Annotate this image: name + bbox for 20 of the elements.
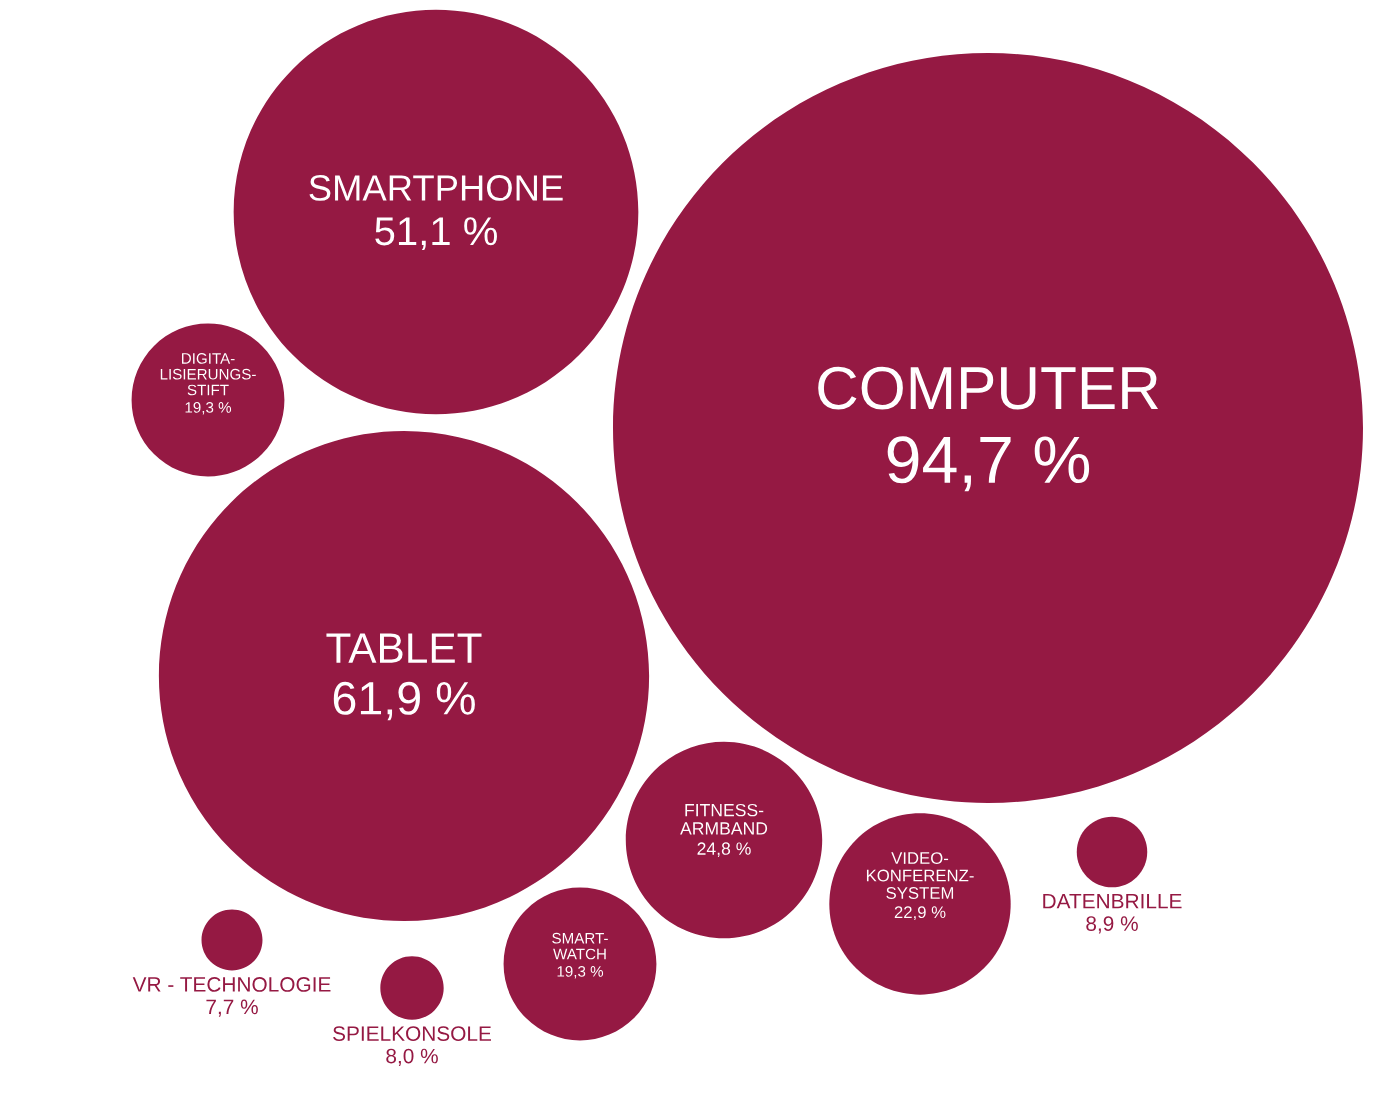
data-label: 19,3 % [185,402,232,415]
category-label: VR - TECHNOLOGIE [132,977,331,992]
data-label: 94,7 % [887,436,1090,492]
category-label: SMARTPHONE [309,175,563,201]
data-label: 19,3 % [557,966,604,979]
data-label: 7,7 % [206,999,258,1017]
category-label: DATENBRILLE [1043,894,1182,909]
category-label: DIGITA- LISIERUNGS- STIFT [160,353,256,396]
category-label: SMART- WATCH [552,932,608,960]
data-label: 8,9 % [1086,916,1138,934]
data-label: 22,9 % [894,906,946,921]
category-label: COMPUTER [818,366,1159,410]
data-label: 24,8 % [697,842,751,857]
category-label: VIDEO- KONFERENZ- SYSTEM [866,852,974,899]
data-label: 8,0 % [386,1048,438,1066]
data-label: 51,1 % [375,217,497,251]
category-label: FITNESS- ARMBAND [680,803,768,835]
category-label: SPIELKONSOLE [333,1026,491,1041]
data-label: 61,9 % [333,681,475,721]
category-label: TABLET [326,633,482,663]
